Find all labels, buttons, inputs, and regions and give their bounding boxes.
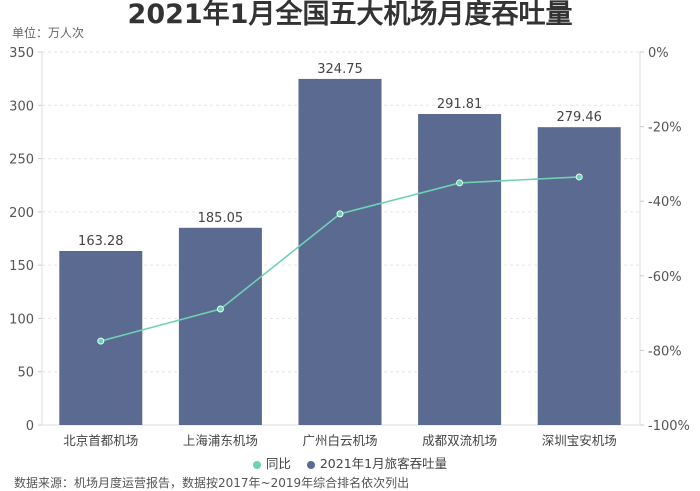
legend-item-yoy[interactable]: 同比 (252, 456, 291, 471)
unit-label: 单位：万人次 (12, 26, 85, 40)
yoy-point[interactable] (336, 210, 344, 218)
chart-area: 0 50 100 150 200 250 300 350 -100% -80% -60% -40% -2… (9, 46, 690, 448)
bar-value-label: 291.81 (437, 97, 483, 112)
legend-dot-icon (306, 460, 315, 469)
y-tick-label: 150 (9, 259, 34, 274)
y-tick-label: 200 (9, 206, 34, 221)
y2-tick-label: -40% (648, 195, 682, 210)
source-note: 数据来源：机场月度运营报告，数据按2017年~2019年综合排名依次列出 (14, 476, 410, 490)
legend-dot-icon (252, 460, 261, 469)
x-tick-label: 成都双流机场 (422, 433, 497, 448)
x-tick-label: 深圳宝安机场 (542, 433, 617, 448)
y2-tick-label: -100% (648, 419, 690, 434)
legend-item-throughput[interactable]: 2021年1月旅客吞吐量 (306, 456, 447, 471)
x-tick-label: 广州白云机场 (302, 433, 377, 448)
y2-tick-label: -20% (648, 121, 682, 136)
y2-tick-label: -80% (648, 344, 682, 359)
y2-tick-label: -60% (648, 270, 682, 285)
bar-value-label: 279.46 (556, 110, 602, 125)
bar-value-label: 324.75 (317, 62, 363, 77)
bar-value-label: 163.28 (78, 234, 124, 249)
chart-title: 2021年1月全国五大机场月度吞吐量 (127, 0, 573, 30)
y-tick-label: 100 (9, 312, 34, 327)
bar-value-label: 185.05 (198, 211, 244, 226)
bar[interactable] (178, 227, 262, 425)
y-tick-label: 350 (9, 46, 34, 61)
y-tick-label: 0 (26, 419, 34, 434)
x-tick-label: 北京首都机场 (63, 433, 138, 448)
y-tick-label: 250 (9, 153, 34, 168)
yoy-point[interactable] (97, 337, 105, 345)
x-tick-label: 上海浦东机场 (183, 433, 258, 448)
y2-tick-label: 0% (648, 46, 669, 61)
y-tick-label: 300 (9, 99, 34, 114)
yoy-point[interactable] (456, 179, 464, 187)
y-tick-label: 50 (17, 366, 34, 381)
yoy-point[interactable] (216, 305, 224, 313)
yoy-point[interactable] (575, 173, 583, 181)
bar[interactable] (537, 127, 621, 426)
bar[interactable] (418, 114, 502, 425)
bar[interactable] (298, 78, 382, 425)
legend: 同比 2021年1月旅客吞吐量 (0, 453, 700, 472)
